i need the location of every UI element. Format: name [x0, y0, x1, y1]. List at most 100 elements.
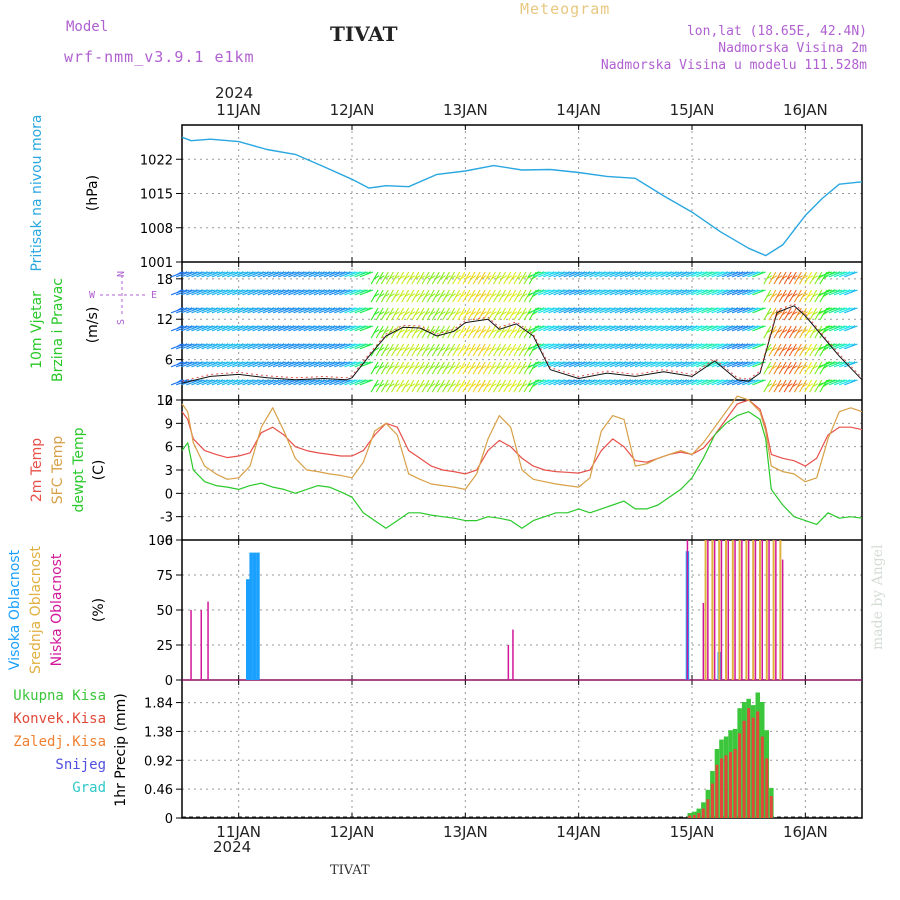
wind-barb-feather	[506, 365, 513, 370]
wind-barb-feather	[776, 383, 783, 388]
plot-frame	[181, 124, 863, 819]
wind-barb-feather	[232, 361, 239, 366]
wind-barb-feather	[579, 325, 586, 330]
y-tick-label: 6	[165, 354, 173, 369]
wind-barb-feather	[824, 325, 830, 330]
wind-barb-feather	[666, 289, 672, 294]
wind-barb-feather	[839, 271, 846, 276]
wind-barb-feather	[696, 343, 703, 348]
wind-barb-feather	[787, 293, 793, 298]
wind-barb-feather	[379, 311, 385, 316]
wind-barb-feather	[839, 361, 846, 366]
wind-barb-feather	[549, 307, 555, 312]
precip-unit: 1hr Precip (mm)	[113, 693, 129, 806]
wind-barb-feather	[543, 271, 550, 276]
wind-barb-feather	[574, 361, 581, 366]
wind-barb-feather	[844, 379, 851, 384]
wind-barb-feather	[258, 307, 264, 312]
wind-barb-feather	[304, 361, 310, 366]
wind-barb-feather	[481, 329, 487, 334]
wind-barb-feather	[424, 383, 431, 388]
wind-barb-feather	[564, 307, 570, 312]
wind-barb-feather	[792, 275, 798, 280]
wind-barb-feather	[394, 365, 400, 370]
wind-barb-feather	[727, 343, 734, 348]
wind-barb-feather	[309, 361, 315, 366]
pressure-unit: (hPa)	[85, 175, 101, 211]
dewpt-line	[181, 411, 863, 529]
wind-barb-feather	[360, 325, 366, 330]
wind-barb-feather	[849, 343, 856, 348]
wind-barb-feather	[197, 307, 203, 312]
wind-barb-feather	[450, 383, 456, 388]
low-cloud-bar	[741, 540, 743, 680]
y-tick-label: 1.84	[144, 697, 173, 712]
wind-barb-feather	[319, 307, 326, 312]
wind-barb-feather	[470, 275, 477, 280]
wind-barb-feather	[615, 343, 621, 348]
wind-barb-feather	[630, 325, 637, 330]
wind-barb-feather	[666, 271, 672, 276]
wind-barb-feather	[829, 289, 836, 294]
wind-barb-feather	[753, 289, 759, 294]
wind-barb-feather	[460, 329, 467, 334]
wind-barb-feather	[207, 325, 213, 330]
wind-barb-feather	[314, 361, 320, 366]
wind-barb-feather	[651, 271, 657, 276]
wind-barb-feather	[414, 329, 421, 334]
wind-barb-feather	[722, 271, 728, 276]
wind-barb-feather	[824, 307, 830, 312]
conv-precip-bar	[692, 814, 696, 818]
wind-barb-feather	[440, 275, 446, 280]
wind-barb-feather	[787, 275, 793, 280]
wind-barb-feather	[516, 329, 523, 334]
wind-barb-feather	[656, 379, 662, 384]
wind-barb-feather	[645, 379, 652, 384]
temp-legend-2m: 2m Temp	[29, 438, 45, 502]
wind-barb-feather	[334, 379, 341, 384]
wind-barb-feather	[186, 343, 193, 348]
wind-barb-feather	[727, 379, 734, 384]
wind-barb-feather	[404, 275, 411, 280]
wind-barb-feather	[758, 343, 764, 348]
temp-unit: (C)	[91, 460, 107, 481]
wind-barb-feather	[268, 343, 275, 348]
wind-barb-feather	[419, 293, 426, 298]
wind-barb-feather	[384, 293, 390, 298]
wind-barb-feather	[526, 275, 533, 280]
wind-barb-feather	[212, 379, 218, 384]
wind-barb-feather	[181, 361, 188, 366]
low-cloud-bar	[702, 603, 705, 680]
wind-barb-feather	[787, 383, 793, 388]
wind-barb-feather	[258, 379, 264, 384]
wind-barb-feather	[812, 293, 819, 298]
legend-hail: Grad	[72, 780, 106, 796]
wind-barb-feather	[283, 325, 290, 330]
wind-barb-feather	[309, 343, 315, 348]
wind-barb-feather	[615, 379, 621, 384]
wind-barb-feather	[676, 271, 683, 276]
wind-barb-feather	[334, 325, 341, 330]
wind-barb-feather	[533, 379, 540, 384]
wind-barb-feather	[475, 275, 482, 280]
wind-barb-feather	[475, 365, 482, 370]
wind-barb-feather	[600, 361, 606, 366]
wind-barb-feather	[781, 293, 788, 298]
wind-barb-feather	[702, 271, 708, 276]
wind-barb-feather	[737, 325, 744, 330]
wind-barb-feather	[771, 293, 778, 298]
wind-barb-feather	[324, 289, 331, 294]
wind-barb-feather	[192, 289, 198, 294]
wind-barb-feather	[273, 325, 280, 330]
wind-barb-feather	[807, 293, 813, 298]
conv-precip-bar	[747, 708, 751, 818]
wind-barb-feather	[834, 271, 841, 276]
wind-barb-feather	[610, 307, 616, 312]
wind-barb-feather	[314, 325, 320, 330]
wind-barb-feather	[781, 311, 788, 316]
wind-barb-feather	[797, 293, 803, 298]
wind-barb-feather	[526, 383, 533, 388]
y-tick-label: 18	[156, 273, 173, 288]
wind-barb-feather	[409, 347, 416, 352]
station-title: TIVAT	[330, 22, 398, 46]
